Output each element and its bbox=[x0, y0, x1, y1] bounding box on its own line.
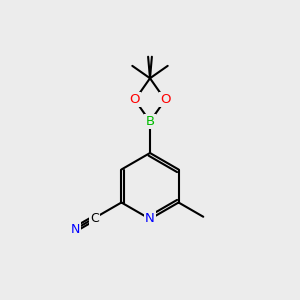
Text: O: O bbox=[130, 93, 140, 106]
Text: B: B bbox=[146, 115, 154, 128]
Text: C: C bbox=[90, 212, 98, 225]
Text: N: N bbox=[145, 212, 155, 226]
Text: O: O bbox=[160, 93, 170, 106]
Text: N: N bbox=[71, 223, 80, 236]
